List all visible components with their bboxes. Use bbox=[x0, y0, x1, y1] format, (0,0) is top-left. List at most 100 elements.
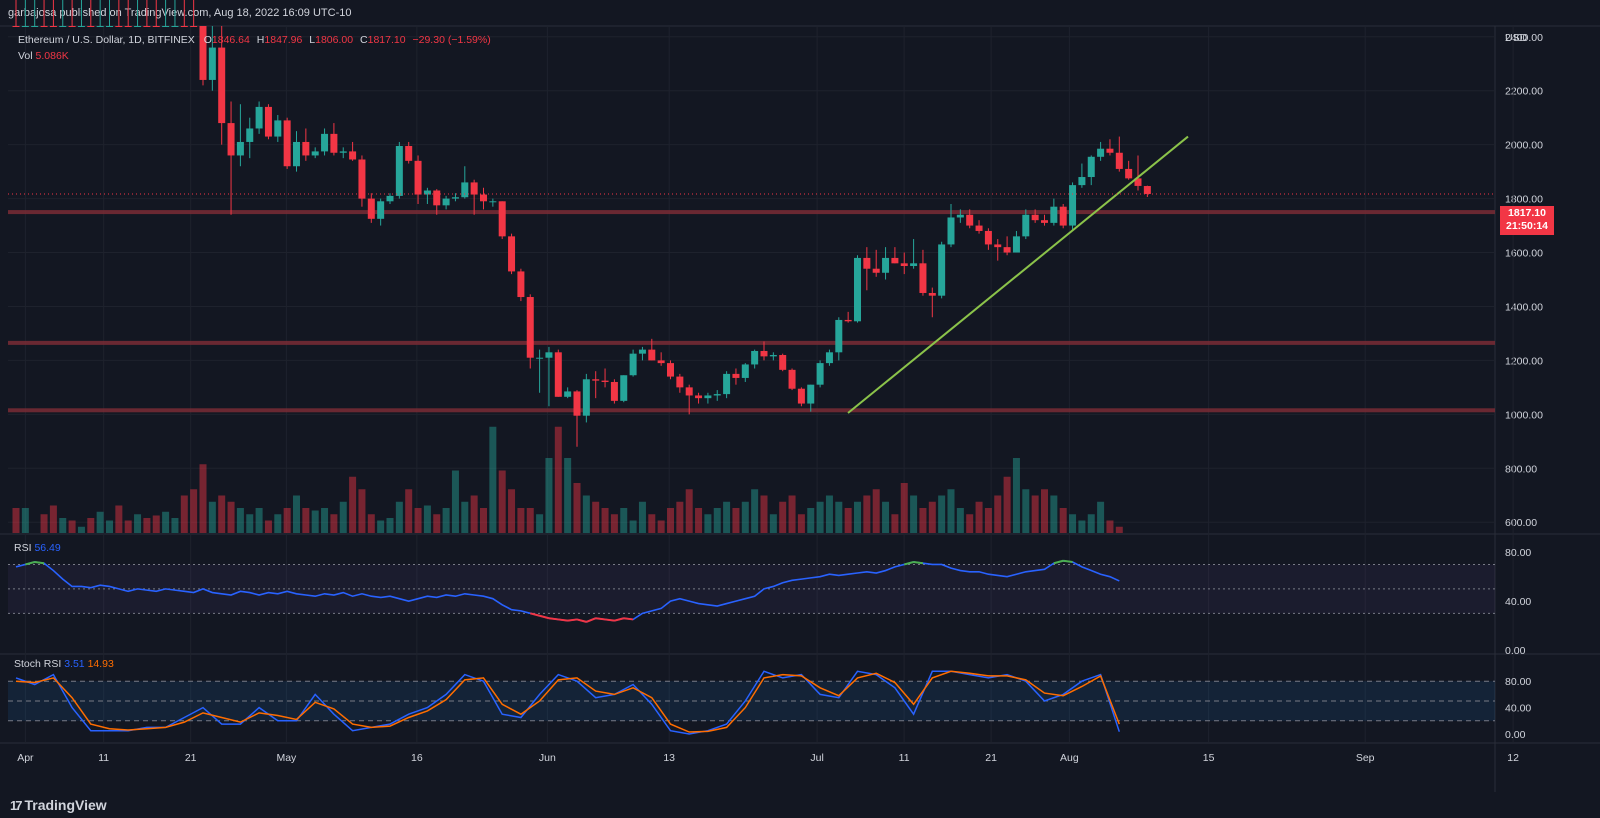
time-tick-label: 15 bbox=[1203, 752, 1215, 764]
volume-bar bbox=[77, 526, 85, 533]
candle-body bbox=[358, 159, 366, 199]
volume-bar bbox=[124, 520, 132, 533]
volume-bar bbox=[704, 514, 712, 533]
candle-body bbox=[1031, 214, 1039, 221]
volume-bar bbox=[1041, 489, 1048, 533]
volume-bar bbox=[1106, 520, 1114, 533]
candle-body bbox=[825, 352, 833, 364]
time-tick-label: 16 bbox=[411, 752, 423, 764]
candle-body bbox=[339, 151, 347, 153]
volume-bar bbox=[910, 495, 918, 533]
volume-bar bbox=[592, 501, 600, 533]
candle-body bbox=[601, 380, 609, 382]
candle-body bbox=[900, 263, 908, 267]
volume-bar bbox=[573, 483, 581, 533]
volume-bar bbox=[264, 520, 272, 533]
volume-bar bbox=[1115, 526, 1123, 533]
tradingview-logo[interactable]: 17 TradingView bbox=[10, 797, 107, 813]
candle-body bbox=[1012, 236, 1020, 253]
candle-body bbox=[582, 379, 590, 416]
candle-body bbox=[564, 391, 572, 397]
candle-body bbox=[685, 387, 693, 396]
candle-body bbox=[236, 141, 244, 156]
volume-bar bbox=[423, 505, 431, 533]
stoch-d-value: 14.93 bbox=[87, 658, 114, 670]
volume-bar bbox=[825, 495, 833, 533]
volume-bar bbox=[330, 514, 338, 533]
candle-body bbox=[769, 355, 777, 357]
volume-bar bbox=[480, 508, 487, 533]
candle-body bbox=[321, 133, 329, 152]
candle-body bbox=[152, 26, 160, 27]
volume-bar bbox=[470, 495, 478, 533]
volume-bar bbox=[807, 508, 815, 533]
volume-bar bbox=[236, 508, 244, 533]
candle-body bbox=[293, 141, 300, 167]
volume-bar bbox=[610, 514, 618, 533]
volume-bar bbox=[638, 501, 646, 533]
rsi-oversold-segment bbox=[614, 617, 625, 622]
candle-body bbox=[938, 244, 946, 296]
open-label: O bbox=[203, 34, 212, 46]
candle-body bbox=[208, 47, 216, 80]
volume-bar bbox=[975, 501, 983, 533]
candle-body bbox=[433, 190, 441, 206]
time-tick-label: 13 bbox=[663, 752, 675, 764]
candle-body bbox=[723, 373, 731, 395]
candle-body bbox=[732, 373, 740, 378]
volume-bar bbox=[984, 508, 992, 533]
volume-bar bbox=[208, 501, 216, 533]
volume-bar bbox=[377, 520, 385, 533]
time-tick-label: Jun bbox=[539, 752, 556, 764]
volume-bar bbox=[255, 508, 263, 533]
low-label: L bbox=[309, 34, 316, 46]
volume-bar bbox=[732, 508, 740, 533]
volume-bar bbox=[227, 501, 235, 533]
volume-bar bbox=[180, 495, 188, 533]
tradingview-brand: TradingView bbox=[24, 797, 107, 813]
candle-body bbox=[386, 195, 394, 202]
volume-bar bbox=[891, 514, 899, 533]
candle-body bbox=[1022, 214, 1030, 237]
stoch-rsi-label[interactable]: Stoch RSI bbox=[14, 658, 62, 670]
volume-bar bbox=[283, 508, 291, 533]
volume-bar bbox=[321, 508, 329, 533]
volume-bar bbox=[1003, 476, 1011, 533]
volume-bar bbox=[49, 505, 57, 533]
stoch-tick-label: 0.00 bbox=[1505, 729, 1526, 741]
candle-body bbox=[657, 360, 665, 364]
volume-bar bbox=[461, 501, 469, 533]
rsi-overbought-segment bbox=[25, 561, 35, 566]
volume-bar bbox=[339, 501, 347, 533]
volume-bar bbox=[87, 518, 95, 533]
candle-body bbox=[620, 375, 628, 401]
candle-body bbox=[1069, 185, 1077, 226]
volume-bar bbox=[1078, 520, 1086, 533]
candle-body bbox=[788, 369, 796, 389]
rsi-label[interactable]: RSI bbox=[14, 542, 32, 554]
price-tick-label: 2400.00 bbox=[1505, 32, 1543, 44]
volume-bar bbox=[956, 508, 964, 533]
symbol-name[interactable]: Ethereum / U.S. Dollar, 1D, BITFINEX bbox=[18, 34, 195, 46]
price-tick-label: 600.00 bbox=[1505, 517, 1537, 529]
volume-bar bbox=[143, 518, 151, 533]
bar-countdown: 21:50:14 bbox=[1505, 220, 1549, 232]
rsi-oversold-segment bbox=[585, 617, 597, 623]
volume-bar bbox=[40, 514, 48, 533]
rsi-oversold-segment bbox=[548, 617, 559, 621]
volume-bar bbox=[966, 514, 974, 533]
candle-body bbox=[984, 230, 992, 245]
top-bar: garbajosa published on TradingView.com, … bbox=[0, 0, 1600, 26]
support-level-line bbox=[8, 408, 1495, 413]
candle-body bbox=[854, 257, 861, 322]
volume-bar bbox=[218, 495, 226, 533]
volume-bar bbox=[1087, 514, 1095, 533]
volume-bar bbox=[938, 495, 946, 533]
candle-body bbox=[68, 26, 76, 27]
rsi-line bbox=[15, 559, 1120, 623]
volume-bar bbox=[1022, 489, 1030, 533]
close-value: 1817.10 bbox=[367, 34, 406, 46]
volume-bar bbox=[676, 501, 684, 533]
candle-body bbox=[162, 26, 170, 27]
